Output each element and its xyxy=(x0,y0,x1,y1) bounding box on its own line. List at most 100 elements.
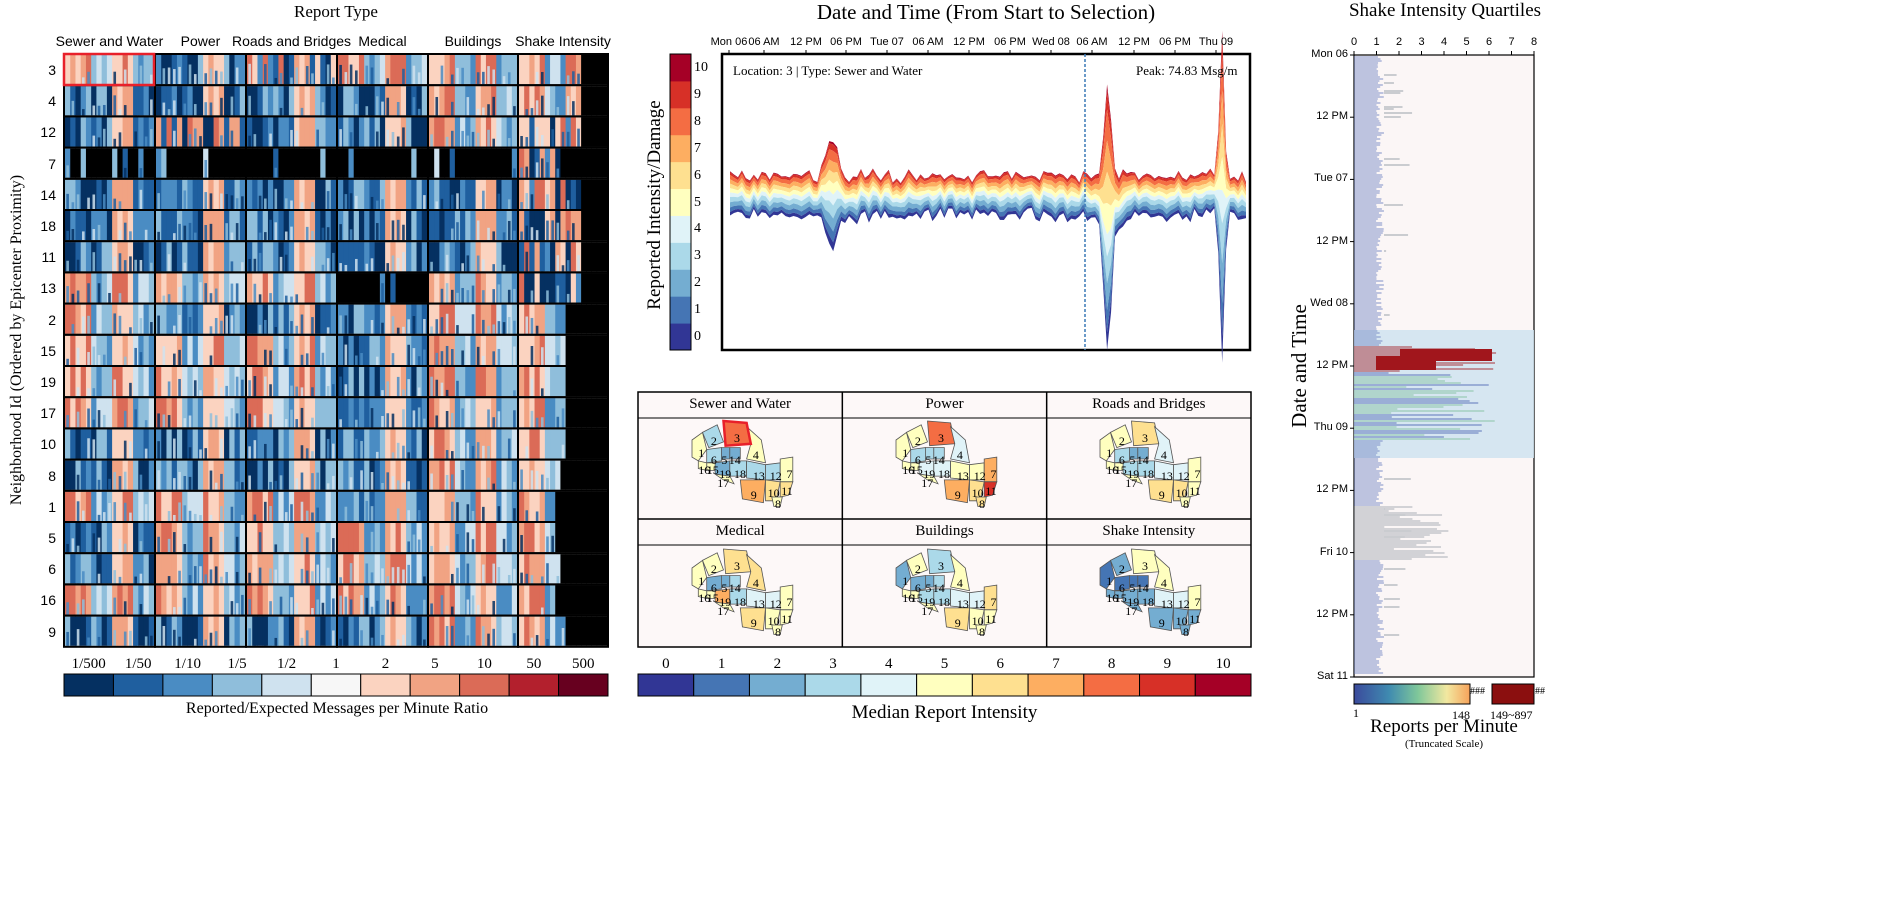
heatmap-cell[interactable] xyxy=(336,271,429,305)
heatmap-cell[interactable] xyxy=(63,396,156,430)
heatmap-cell[interactable] xyxy=(245,583,338,617)
heatmap-cell[interactable] xyxy=(427,240,519,274)
heatmap-cell[interactable] xyxy=(63,614,156,648)
heatmap-cell[interactable] xyxy=(336,115,429,149)
heatmap-cell[interactable] xyxy=(63,427,156,461)
heatmap-cell[interactable] xyxy=(427,552,519,586)
heatmap-cell[interactable] xyxy=(427,396,519,430)
heatmap-cell[interactable] xyxy=(336,396,429,430)
heatmap-cell[interactable] xyxy=(245,552,338,586)
heatmap-cell[interactable] xyxy=(517,240,609,274)
heatmap-cell[interactable] xyxy=(63,240,156,274)
heatmap-cell[interactable] xyxy=(517,271,609,305)
heatmap-cell[interactable] xyxy=(336,521,429,555)
heatmap-cell[interactable] xyxy=(154,427,247,461)
heatmap-cell[interactable] xyxy=(427,458,519,492)
heatmap-cell[interactable] xyxy=(517,552,609,586)
heatmap-cell[interactable] xyxy=(336,614,429,648)
heatmap-cell[interactable] xyxy=(154,521,247,555)
heatmap-cell[interactable] xyxy=(63,84,156,118)
heatmap-cell[interactable] xyxy=(154,84,247,118)
heatmap-cell[interactable] xyxy=(154,396,247,430)
heatmap-cell[interactable] xyxy=(427,209,519,243)
heatmap-cell[interactable] xyxy=(63,209,156,243)
heatmap-cell[interactable] xyxy=(154,271,247,305)
heatmap-cell[interactable] xyxy=(517,302,609,336)
heatmap-cell[interactable] xyxy=(154,146,247,180)
heatmap-cell[interactable] xyxy=(63,458,156,492)
heatmap-cell[interactable] xyxy=(517,115,609,149)
heatmap-cell[interactable] xyxy=(336,489,429,523)
heatmap-cell[interactable] xyxy=(427,271,519,305)
quartiles-plot-area[interactable] xyxy=(1353,54,1535,678)
heatmap-cell[interactable] xyxy=(517,614,609,648)
heatmap-cell[interactable] xyxy=(245,240,338,274)
heatmap-cell[interactable] xyxy=(245,209,338,243)
quartiles-selection-region[interactable] xyxy=(1354,330,1534,458)
heatmap-cell[interactable] xyxy=(245,115,338,149)
heatmap-cell[interactable] xyxy=(517,396,609,430)
heatmap-cell[interactable] xyxy=(517,458,609,492)
heatmap-cell[interactable] xyxy=(245,333,338,367)
heatmap-cell[interactable] xyxy=(427,489,519,523)
heatmap-cell[interactable] xyxy=(517,177,609,212)
heatmap-cell[interactable] xyxy=(427,146,519,180)
heatmap-cell[interactable] xyxy=(336,552,429,586)
timeseries-plot-area[interactable] xyxy=(720,52,1252,352)
heatmap-cell[interactable] xyxy=(63,333,156,367)
heatmap-cell[interactable] xyxy=(63,271,156,305)
heatmap-cell[interactable] xyxy=(63,552,156,586)
heatmap-cell[interactable] xyxy=(336,146,429,180)
heatmap-cell[interactable] xyxy=(245,365,338,399)
heatmap-cell[interactable] xyxy=(63,177,156,212)
heatmap-cell[interactable] xyxy=(63,302,156,336)
heatmap-cell[interactable] xyxy=(154,583,247,617)
heatmap-cell[interactable] xyxy=(245,396,338,430)
heatmap-cell[interactable] xyxy=(517,521,609,555)
heatmap-cell[interactable] xyxy=(427,84,519,118)
heatmap-cell[interactable] xyxy=(517,489,609,523)
heatmap-cell[interactable] xyxy=(154,115,247,149)
heatmap-cell[interactable] xyxy=(427,302,519,336)
heatmap-cell[interactable] xyxy=(245,302,338,336)
heatmap-cell[interactable] xyxy=(427,427,519,461)
heatmap-cell[interactable] xyxy=(427,115,519,149)
heatmap-cell[interactable] xyxy=(427,53,519,87)
heatmap-cell[interactable] xyxy=(336,427,429,461)
heatmap-cell[interactable] xyxy=(245,84,338,118)
heatmap-cell[interactable] xyxy=(154,333,247,367)
heatmap-cell[interactable] xyxy=(336,53,429,87)
heatmap-cell[interactable] xyxy=(427,583,519,617)
heatmap-cell[interactable] xyxy=(517,209,609,243)
heatmap-cell[interactable] xyxy=(154,489,247,523)
heatmap-cell[interactable] xyxy=(427,614,519,648)
heatmap-cell[interactable] xyxy=(517,53,609,87)
heatmap-cell[interactable] xyxy=(336,84,429,118)
heatmap-cell[interactable] xyxy=(427,521,519,555)
heatmap-cell[interactable] xyxy=(63,583,156,617)
heatmap-cell[interactable] xyxy=(245,458,338,492)
heatmap-cell[interactable] xyxy=(63,489,156,523)
heatmap-cell[interactable] xyxy=(154,209,247,243)
heatmap-cell[interactable] xyxy=(517,427,609,461)
heatmap-cell[interactable] xyxy=(427,333,519,367)
heatmap-cell[interactable] xyxy=(336,177,429,212)
heatmap-cell[interactable] xyxy=(245,489,338,523)
heatmap-cell[interactable] xyxy=(63,521,156,555)
heatmap-cell[interactable] xyxy=(517,84,609,118)
heatmap-cell[interactable] xyxy=(427,365,519,399)
heatmap-cell[interactable] xyxy=(154,53,247,87)
heatmap-cell[interactable] xyxy=(336,583,429,617)
heatmap-cell[interactable] xyxy=(63,365,156,399)
heatmap-cell[interactable] xyxy=(245,271,338,305)
heatmap-cell[interactable] xyxy=(245,146,338,180)
heatmap-cell[interactable] xyxy=(245,521,338,555)
heatmap-cell[interactable] xyxy=(336,458,429,492)
heatmap-cell[interactable] xyxy=(427,177,519,212)
heatmap-cell[interactable] xyxy=(154,302,247,336)
heatmap-cell[interactable] xyxy=(154,240,247,274)
heatmap-cell[interactable] xyxy=(336,209,429,243)
heatmap-cell[interactable] xyxy=(154,552,247,586)
heatmap-cell[interactable] xyxy=(154,177,247,212)
